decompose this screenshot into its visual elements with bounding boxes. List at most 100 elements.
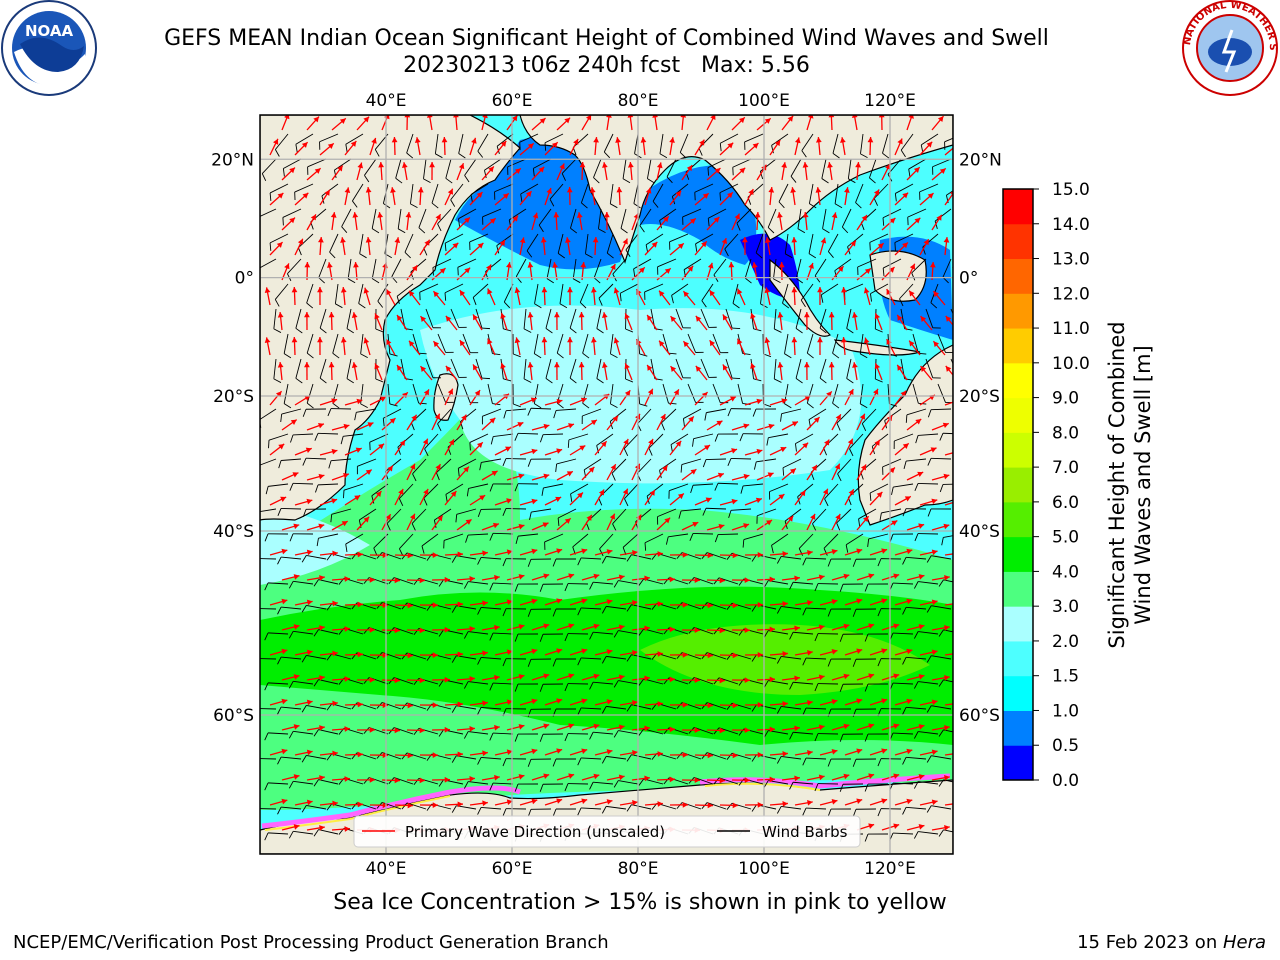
wind-barb-shaft [606,555,627,560]
wind-barb-feather [837,473,842,482]
wave-arrow-head [264,337,271,344]
wave-arrow-head [769,776,775,783]
wave-arrow-head [931,749,938,756]
wind-barb-shaft [481,458,502,463]
wind-barb-shaft [918,731,939,735]
wind-barb-shaft [874,358,877,380]
wind-barb-shaft [793,581,814,585]
wave-arrow-head [782,751,788,757]
wind-barb-shaft [773,358,777,379]
wind-barb-shaft [637,408,652,425]
wind-barb-shaft [750,358,754,379]
wind-barb-feather [613,680,619,688]
wave-arrow-head [293,574,300,580]
wind-barb-feather [401,752,408,760]
wind-barb-shaft [683,408,702,419]
wave-arrow-head [648,438,654,445]
wave-arrow [957,212,960,230]
wind-barb-feather [288,681,294,689]
wind-barb-feather [689,533,694,541]
wind-barb-feather [352,200,358,208]
wind-barb-shaft [347,258,352,279]
wave-arrow-head [804,395,811,401]
wind-barb-feather [458,218,461,227]
wind-barb-feather [610,353,618,359]
wind-barb-feather [899,298,904,307]
wind-barb-shaft [946,190,953,196]
wind-barb-feather [652,201,659,208]
wave-arrow-head [757,551,763,558]
wind-barb-shaft [662,333,669,354]
wave-arrow-head [514,287,521,294]
wind-barb-feather [763,580,769,588]
colorbar-tick-label: 5.0 [1052,528,1079,548]
wave-arrow [944,803,953,806]
wind-barb-shaft [596,358,602,379]
wind-barb-feather [502,458,507,467]
wind-barb-shaft [912,383,919,404]
wind-barb-shaft [769,483,789,493]
wind-barb-feather [676,702,683,709]
wind-barb-shaft [418,208,427,228]
wave-arrow-head [363,516,370,523]
wind-barb-shaft [260,658,277,660]
wind-barb-feather [273,328,282,333]
wave-arrow-head [580,397,587,404]
wave-arrow-head [969,726,975,732]
wind-barb-shaft [859,383,864,404]
wave-arrow-head [931,799,938,806]
wind-barb-shaft [581,707,602,710]
wind-barb-feather [780,413,783,422]
wind-barb-shaft [937,383,946,403]
wind-barb-feather [264,732,269,741]
wind-barb-shaft [260,608,277,610]
wind-barb-feather [413,628,420,636]
wind-barb-feather [714,433,719,442]
wind-barb-feather [589,632,594,640]
wind-barb-shaft [515,258,527,277]
wave-arrow-head [518,774,525,780]
colorbar-tick-label: 0.5 [1052,736,1079,756]
wave-arrow-head [581,598,588,604]
wind-barb-shaft [493,632,514,635]
wave-arrow-head [328,362,335,368]
wind-barb-shaft [881,508,902,514]
wind-barb-feather [593,277,601,284]
wind-barb-feather [900,149,906,158]
wave-arrow [944,452,953,456]
wind-barb-shaft [468,533,489,536]
wind-barb-feather [836,522,841,531]
wave-arrow [957,425,974,430]
wave-arrow-head [310,214,316,221]
wave-arrow-head [918,624,925,630]
wave-arrow-head [576,212,583,218]
wind-barb-feather [534,403,542,409]
wave-arrow-head [374,363,380,370]
wind-barb-feather [913,781,919,789]
wind-barb-feather [277,656,282,665]
wave-arrow-head [632,550,638,556]
wind-barb-feather [753,461,757,470]
wave-arrow-head [465,519,472,525]
wave-arrow-head [743,423,750,429]
wind-barb-shaft [639,208,652,226]
wind-barb-feather [301,805,307,813]
wind-barb-shaft [319,308,327,329]
wind-barb-shaft [581,657,602,660]
wave-arrow-head [371,137,377,144]
wind-barb-shaft [827,233,839,252]
wind-barb-feather [606,252,614,259]
wave-arrow-head [831,599,838,605]
noaa-logo: NOAA [1,0,97,96]
wave-arrow-head [433,341,440,348]
wave-arrow-head [277,192,284,199]
wave-arrow-head [341,521,348,527]
wind-barb-shaft [306,654,327,660]
wave-arrow-head [787,515,794,522]
wind-barb-feather [926,805,932,813]
wind-barb-feather [481,327,490,330]
wind-barb-shaft [419,283,439,293]
wave-arrow-head [420,366,427,373]
wind-barb-shaft [593,781,614,785]
wind-barb-shaft [292,482,314,485]
